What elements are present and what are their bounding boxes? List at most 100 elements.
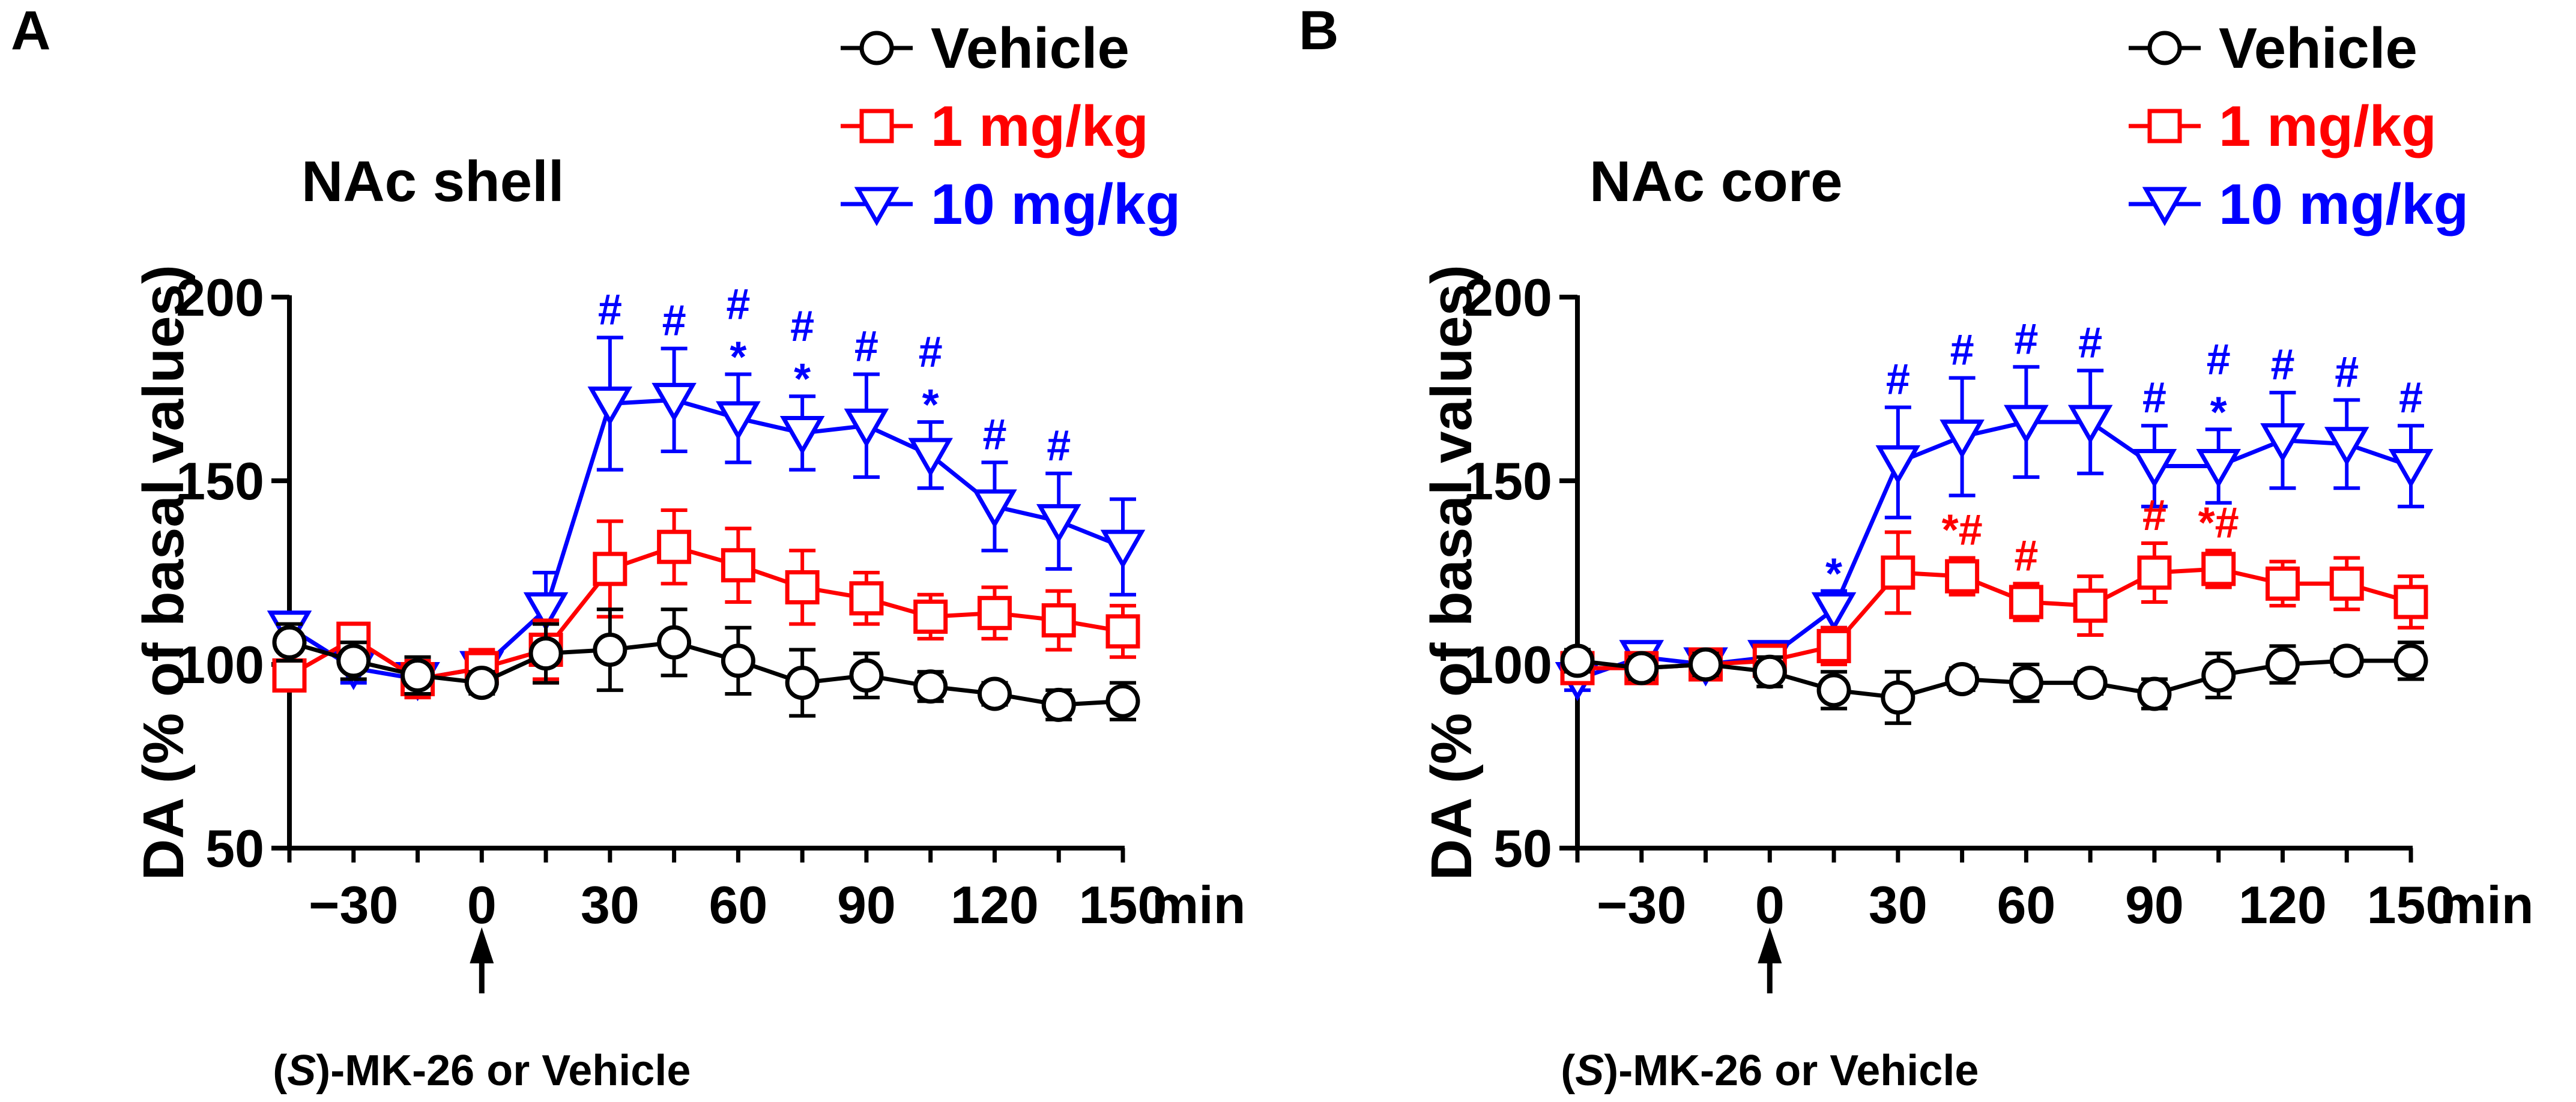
panel-a: A NAc shell Vehicle 1 mg/kg 10 mg/kg 50 100 150… (11, 0, 1245, 1095)
x-tick-label: 120 (951, 875, 1039, 935)
data-point-vehicle (913, 669, 948, 704)
significance-marker: # (2399, 374, 2423, 422)
data-point-vehicle (2329, 643, 2364, 678)
data-point-low (2329, 566, 2364, 601)
significance-marker: *# (2198, 499, 2239, 547)
legend: Vehicle 1 mg/kg 10 mg/kg (841, 16, 1181, 236)
significance-marker: # (1950, 327, 1974, 375)
significance-marker: # (854, 323, 878, 371)
panel-label: B (1299, 0, 1338, 61)
series-vehicle (1560, 640, 2428, 725)
data-point-low (913, 599, 948, 634)
data-point-high (2260, 423, 2305, 463)
x-tick-label: 0 (1755, 875, 1785, 935)
significance-marker: * (794, 355, 811, 403)
series-high (267, 336, 1146, 702)
significance-marker: # (2014, 315, 2038, 363)
data-point-high (972, 489, 1017, 529)
legend-marker-square (859, 109, 894, 143)
injection-label-prefix: ( (273, 1047, 287, 1095)
x-tick-label: 90 (2125, 875, 2184, 935)
legend-marker-triangle (2142, 187, 2187, 226)
y-tick-label: 100 (1464, 635, 1552, 694)
significance-marker: # (2078, 319, 2102, 367)
significance-marker: # (2142, 374, 2166, 422)
panel-b: B NAc core Vehicle 1 mg/kg 10 mg/kg 50 100 150 2… (1299, 0, 2533, 1095)
data-point-vehicle (657, 625, 692, 660)
data-point-high (716, 401, 761, 441)
significance-marker: # (1047, 422, 1071, 470)
significance-marker: # (1886, 356, 1910, 404)
data-point-vehicle (2265, 647, 2300, 682)
legend-item-vehicle: Vehicle (2129, 16, 2417, 80)
legend-item-low: 1 mg/kg (2129, 94, 2437, 158)
data-point-high (2132, 449, 2177, 489)
panel-label: A (11, 0, 50, 61)
series-line-high (1576, 420, 2412, 681)
legend-label: 1 mg/kg (931, 94, 1149, 158)
data-point-vehicle (1881, 680, 1915, 715)
data-point-vehicle (1689, 647, 1723, 682)
data-point-low (2137, 555, 2172, 590)
legend-marker-circle (859, 31, 894, 65)
data-point-low (721, 548, 755, 583)
data-point-low (593, 552, 627, 586)
data-point-vehicle (785, 666, 820, 700)
significance-marker: # (2335, 348, 2359, 396)
data-point-vehicle (2137, 676, 2172, 711)
data-point-vehicle (1945, 661, 1980, 696)
data-point-vehicle (721, 643, 755, 678)
x-tick-label: 30 (581, 875, 639, 935)
data-point-high (652, 382, 697, 423)
legend: Vehicle 1 mg/kg 10 mg/kg (2129, 16, 2469, 236)
data-point-vehicle (1624, 651, 1659, 685)
legend-marker-circle (2147, 31, 2182, 65)
significance-marker: # (726, 281, 750, 329)
x-tick-label: −30 (309, 875, 398, 935)
panel-title: NAc core (1589, 149, 1843, 214)
injection-arrow-head (1758, 927, 1782, 963)
data-point-low (1105, 614, 1140, 649)
significance-marker: # (2014, 532, 2038, 580)
significance-marker: # (790, 303, 814, 351)
x-tick-label: 60 (1997, 875, 2055, 935)
data-point-vehicle (2201, 658, 2236, 693)
y-axis-label: DA (% of basal values) (132, 265, 196, 881)
legend-item-high: 10 mg/kg (841, 172, 1181, 236)
x-tick-label: 30 (1869, 875, 1927, 935)
x-unit-label: min (1152, 875, 1245, 935)
injection-label-italic: S (287, 1047, 316, 1095)
data-point-low (2009, 585, 2043, 619)
y-tick-label: 100 (176, 635, 264, 694)
data-point-vehicle (2009, 666, 2043, 700)
y-tick-label: 150 (1464, 451, 1552, 511)
data-point-low (2073, 588, 2108, 623)
significance-marker: # (919, 328, 943, 376)
significance-marker: * (1825, 550, 1842, 598)
data-point-vehicle (464, 666, 499, 700)
data-point-high (2196, 449, 2241, 489)
data-point-high (1875, 445, 1921, 485)
x-tick-label: 90 (837, 875, 896, 935)
injection-label-suffix: )-MK-26 or Vehicle (316, 1047, 691, 1095)
legend-label: Vehicle (2219, 16, 2417, 80)
significance-marker: *# (1942, 507, 1983, 555)
data-point-high (844, 408, 889, 448)
data-point-high (523, 592, 569, 631)
data-point-low (2201, 552, 2236, 586)
significance-marker: # (662, 297, 686, 345)
data-point-low (1041, 603, 1076, 638)
data-point-low (849, 581, 884, 616)
x-tick-label: 60 (709, 875, 767, 935)
data-point-low (1881, 555, 1915, 590)
data-point-vehicle (1105, 684, 1140, 718)
significance-marker: # (2142, 492, 2166, 540)
injection-label: (S)-MK-26 or Vehicle (273, 1047, 691, 1095)
legend-label: Vehicle (931, 16, 1129, 80)
panel-title: NAc shell (301, 149, 564, 214)
injection-label: (S)-MK-26 or Vehicle (1561, 1047, 1979, 1095)
data-point-high (2324, 427, 2369, 466)
legend-label: 10 mg/kg (931, 172, 1181, 236)
data-point-vehicle (2073, 666, 2108, 700)
